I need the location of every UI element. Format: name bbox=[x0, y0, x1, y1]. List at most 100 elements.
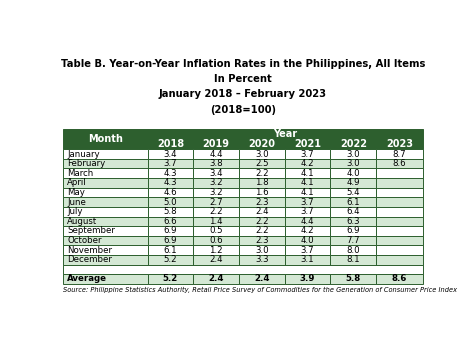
Bar bbox=[330, 236, 376, 245]
Bar bbox=[376, 149, 423, 159]
Text: 2.4: 2.4 bbox=[254, 275, 270, 283]
Bar bbox=[63, 149, 147, 159]
Text: December: December bbox=[67, 255, 112, 264]
Text: 3.7: 3.7 bbox=[164, 159, 177, 168]
Text: 2019: 2019 bbox=[202, 139, 229, 149]
Text: 2.2: 2.2 bbox=[255, 169, 269, 178]
Text: 2.2: 2.2 bbox=[255, 217, 269, 226]
Text: 4.4: 4.4 bbox=[301, 217, 314, 226]
Text: 4.9: 4.9 bbox=[346, 178, 360, 187]
Text: March: March bbox=[67, 169, 93, 178]
Bar bbox=[63, 265, 423, 274]
Bar bbox=[63, 236, 147, 245]
Text: November: November bbox=[67, 246, 112, 255]
Text: 4.0: 4.0 bbox=[346, 169, 360, 178]
Bar bbox=[193, 178, 239, 188]
Bar bbox=[239, 139, 285, 149]
Text: 2.3: 2.3 bbox=[255, 197, 269, 207]
Bar bbox=[376, 207, 423, 217]
Bar bbox=[193, 207, 239, 217]
Text: July: July bbox=[67, 207, 83, 216]
Bar bbox=[376, 217, 423, 226]
Bar bbox=[239, 188, 285, 197]
Text: Year: Year bbox=[273, 129, 297, 139]
Text: 4.3: 4.3 bbox=[164, 169, 177, 178]
Bar bbox=[376, 188, 423, 197]
Text: In Percent: In Percent bbox=[214, 74, 272, 84]
Bar bbox=[239, 178, 285, 188]
Bar bbox=[330, 255, 376, 265]
Text: 2.4: 2.4 bbox=[209, 275, 224, 283]
Text: 2.2: 2.2 bbox=[255, 226, 269, 235]
Text: 6.9: 6.9 bbox=[164, 236, 177, 245]
Text: Source: Philippine Statistics Authority, Retail Price Survey of Commodities for : Source: Philippine Statistics Authority,… bbox=[63, 286, 457, 293]
Text: 7.7: 7.7 bbox=[346, 236, 360, 245]
Text: 3.8: 3.8 bbox=[210, 159, 223, 168]
Bar bbox=[285, 245, 330, 255]
Bar bbox=[285, 178, 330, 188]
Bar bbox=[193, 168, 239, 178]
Bar bbox=[376, 139, 423, 149]
Text: April: April bbox=[67, 178, 87, 187]
Text: 1.8: 1.8 bbox=[255, 178, 269, 187]
Bar bbox=[376, 236, 423, 245]
Bar bbox=[376, 159, 423, 168]
Bar bbox=[330, 188, 376, 197]
Bar bbox=[376, 168, 423, 178]
Text: 4.3: 4.3 bbox=[164, 178, 177, 187]
Text: 5.2: 5.2 bbox=[164, 255, 177, 264]
Bar bbox=[330, 274, 376, 284]
Text: 1.6: 1.6 bbox=[255, 188, 269, 197]
Text: February: February bbox=[67, 159, 106, 168]
Bar bbox=[239, 245, 285, 255]
Bar bbox=[285, 226, 330, 236]
Bar bbox=[193, 245, 239, 255]
Text: 4.1: 4.1 bbox=[301, 169, 314, 178]
Text: 3.2: 3.2 bbox=[210, 178, 223, 187]
Bar bbox=[63, 255, 147, 265]
Bar bbox=[285, 149, 330, 159]
Text: August: August bbox=[67, 217, 98, 226]
Text: June: June bbox=[67, 197, 86, 207]
Bar bbox=[193, 274, 239, 284]
Text: 4.2: 4.2 bbox=[301, 226, 314, 235]
Bar bbox=[285, 188, 330, 197]
Text: 4.1: 4.1 bbox=[301, 178, 314, 187]
Text: 1.2: 1.2 bbox=[210, 246, 223, 255]
Text: 4.1: 4.1 bbox=[301, 188, 314, 197]
Text: 2022: 2022 bbox=[340, 139, 367, 149]
Bar bbox=[147, 129, 423, 139]
Bar bbox=[147, 236, 193, 245]
Bar bbox=[63, 274, 147, 284]
Bar bbox=[285, 217, 330, 226]
Bar bbox=[63, 188, 147, 197]
Text: 3.9: 3.9 bbox=[300, 275, 315, 283]
Bar bbox=[193, 188, 239, 197]
Bar bbox=[147, 178, 193, 188]
Text: 3.0: 3.0 bbox=[255, 149, 269, 159]
Bar bbox=[239, 149, 285, 159]
Text: 5.0: 5.0 bbox=[164, 197, 177, 207]
Bar bbox=[63, 159, 147, 168]
Text: 3.7: 3.7 bbox=[301, 246, 314, 255]
Text: 1.4: 1.4 bbox=[210, 217, 223, 226]
Bar bbox=[285, 168, 330, 178]
Bar bbox=[376, 245, 423, 255]
Text: Average: Average bbox=[67, 275, 107, 283]
Text: 2.5: 2.5 bbox=[255, 159, 269, 168]
Bar bbox=[330, 207, 376, 217]
Text: 5.4: 5.4 bbox=[346, 188, 360, 197]
Text: 0.6: 0.6 bbox=[210, 236, 223, 245]
Bar bbox=[147, 149, 193, 159]
Text: 6.9: 6.9 bbox=[346, 226, 360, 235]
Bar bbox=[63, 178, 147, 188]
Text: 3.7: 3.7 bbox=[301, 149, 314, 159]
Bar bbox=[330, 226, 376, 236]
Text: 6.1: 6.1 bbox=[346, 197, 360, 207]
Bar bbox=[239, 197, 285, 207]
Text: 3.4: 3.4 bbox=[164, 149, 177, 159]
Bar bbox=[147, 159, 193, 168]
Text: 2023: 2023 bbox=[386, 139, 413, 149]
Text: 8.6: 8.6 bbox=[393, 159, 406, 168]
Bar bbox=[239, 274, 285, 284]
